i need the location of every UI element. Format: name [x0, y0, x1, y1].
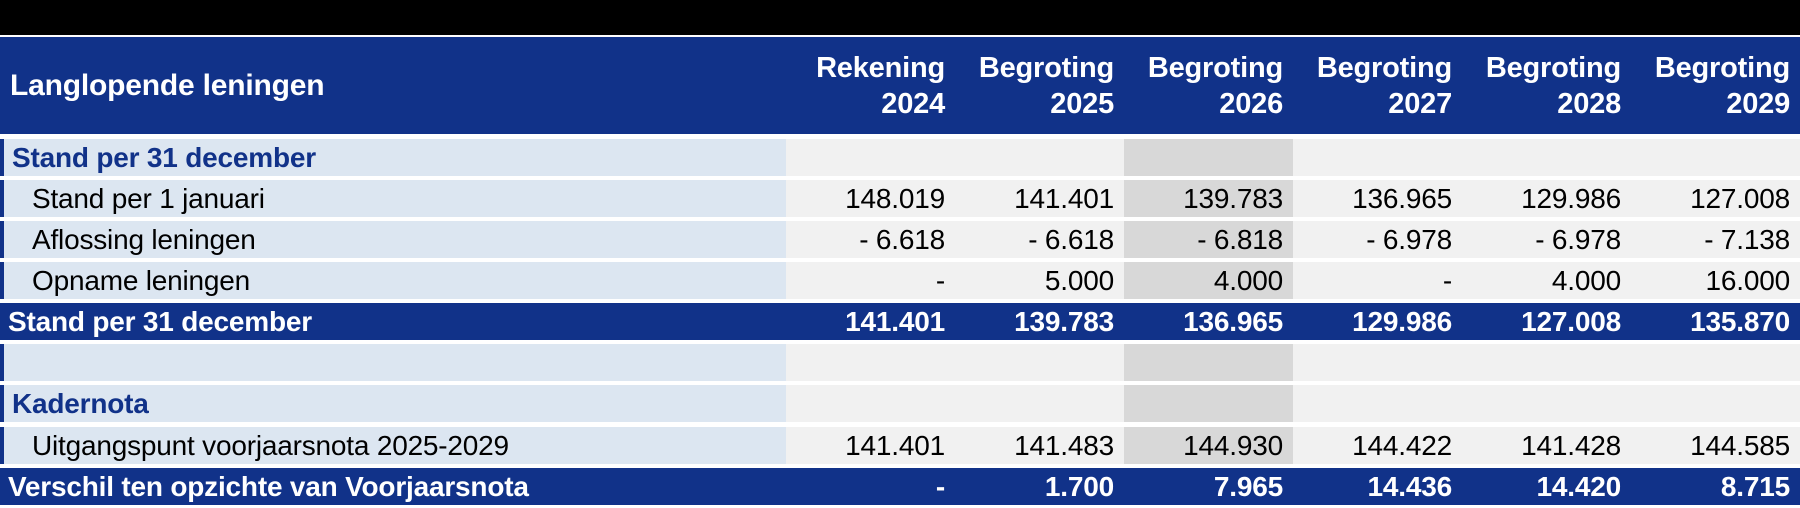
- column-header-year: 2028: [1557, 87, 1621, 120]
- table-row-stand-per-31-december: Stand per 31 december: [0, 139, 1800, 176]
- column-header-2024: Rekening 2024: [786, 37, 955, 134]
- table-row-kadernota: Kadernota: [0, 385, 1800, 422]
- column-header-type: Begroting: [1316, 51, 1452, 84]
- value-cell: [1631, 344, 1800, 381]
- column-header-2025: Begroting 2025: [955, 37, 1124, 134]
- value-cell: 4.000: [1124, 262, 1293, 299]
- value-cell: [1462, 385, 1631, 422]
- column-header-type: Begroting: [1147, 51, 1283, 84]
- value-cell: 14.436: [1367, 470, 1453, 502]
- value-cell: [1293, 139, 1462, 176]
- value-cell: 14.420: [1536, 470, 1622, 502]
- table-title: Langlopende leningen: [10, 68, 325, 102]
- value-cell: [1124, 385, 1293, 422]
- value-cell: [1462, 139, 1631, 176]
- value-cell: 139.783: [1014, 305, 1114, 337]
- row-label: Opname leningen: [0, 262, 786, 299]
- value-cell: - 6.618: [786, 221, 955, 258]
- value-cell: 127.008: [1631, 180, 1800, 217]
- value-cell: - 6.618: [955, 221, 1124, 258]
- table-row-uitgangspunt-voorjaarsnota-2025-2029: Uitgangspunt voorjaarsnota 2025-2029 141.…: [0, 427, 1800, 464]
- column-header-type: Begroting: [1485, 51, 1621, 84]
- column-header-type: Begroting: [1654, 51, 1790, 84]
- value-cell: 141.401: [786, 427, 955, 464]
- value-cell: 144.422: [1293, 427, 1462, 464]
- value-cell: [1124, 344, 1293, 381]
- row-label: Verschil ten opzichte van Voorjaarsnota: [8, 470, 529, 502]
- value-cell: 144.930: [1124, 427, 1293, 464]
- value-cell: - 6.978: [1293, 221, 1462, 258]
- value-cell: 1.700: [1044, 470, 1114, 502]
- value-cell: - 7.138: [1631, 221, 1800, 258]
- row-label: Stand per 31 december: [8, 305, 312, 337]
- row-label: Stand per 1 januari: [0, 180, 786, 217]
- value-cell: [1462, 344, 1631, 381]
- value-cell: 136.965: [1293, 180, 1462, 217]
- value-cell: [955, 139, 1124, 176]
- column-header-type: Begroting: [978, 51, 1114, 84]
- row-label: Stand per 31 december: [0, 139, 786, 176]
- value-cell: [1631, 139, 1800, 176]
- value-cell: 141.401: [845, 305, 945, 337]
- value-cell: 135.870: [1690, 305, 1790, 337]
- value-cell: 127.008: [1521, 305, 1621, 337]
- value-cell: 129.986: [1462, 180, 1631, 217]
- value-cell: [1124, 139, 1293, 176]
- value-cell: [955, 344, 1124, 381]
- value-cell: -: [786, 262, 955, 299]
- value-cell: [786, 344, 955, 381]
- column-header-2029: Begroting 2029: [1631, 37, 1800, 134]
- value-cell: 139.783: [1124, 180, 1293, 217]
- row-label: Kadernota: [0, 385, 786, 422]
- table-row-verschil-ten-opzichte-van-voorjaarsnota: Verschil ten opzichte van Voorjaarsnota -…: [0, 468, 1800, 505]
- value-cell: 129.986: [1352, 305, 1452, 337]
- row-label: Uitgangspunt voorjaarsnota 2025-2029: [0, 427, 786, 464]
- window-top-bar: [0, 0, 1800, 35]
- value-cell: [1293, 385, 1462, 422]
- value-cell: [1631, 385, 1800, 422]
- table-row-aflossing-leningen: Aflossing leningen - 6.618- 6.618- 6.818-…: [0, 221, 1800, 258]
- row-label: Aflossing leningen: [0, 221, 786, 258]
- value-cell: [1293, 344, 1462, 381]
- table-body: Stand per 31 december Stand per 1 januari…: [0, 139, 1800, 505]
- value-cell: [955, 385, 1124, 422]
- value-cell: 16.000: [1631, 262, 1800, 299]
- value-cell: [786, 385, 955, 422]
- table-row-opname-leningen: Opname leningen -5.000 4.000-4.000 16.000: [0, 262, 1800, 299]
- long-term-loans-table: Langlopende leningen Rekening 2024 Begroti…: [0, 37, 1800, 505]
- value-cell: 7.965: [1213, 470, 1283, 502]
- value-cell: -: [1293, 262, 1462, 299]
- value-cell: 8.715: [1720, 470, 1790, 502]
- value-cell: -: [935, 470, 945, 502]
- table-row-empty: [0, 344, 1800, 381]
- value-cell: 141.483: [955, 427, 1124, 464]
- row-label: [0, 344, 786, 381]
- column-header-year: 2027: [1388, 87, 1452, 120]
- value-cell: 141.401: [955, 180, 1124, 217]
- column-header-2027: Begroting 2027: [1293, 37, 1462, 134]
- value-cell: 144.585: [1631, 427, 1800, 464]
- value-cell: 5.000: [955, 262, 1124, 299]
- table-row-stand-per-31-december: Stand per 31 december 141.401 139.783 136.9…: [0, 303, 1800, 340]
- column-header-2026: Begroting 2026: [1124, 37, 1293, 134]
- value-cell: - 6.978: [1462, 221, 1631, 258]
- value-cell: 4.000: [1462, 262, 1631, 299]
- value-cell: 136.965: [1183, 305, 1283, 337]
- column-header-year: 2026: [1219, 87, 1283, 120]
- value-cell: - 6.818: [1124, 221, 1293, 258]
- value-cell: 141.428: [1462, 427, 1631, 464]
- table-header-row: Langlopende leningen Rekening 2024 Begroti…: [0, 37, 1800, 134]
- column-header-year: 2024: [881, 87, 945, 120]
- value-cell: 148.019: [786, 180, 955, 217]
- column-header-2028: Begroting 2028: [1462, 37, 1631, 134]
- value-cell: [786, 139, 955, 176]
- column-header-year: 2025: [1050, 87, 1114, 120]
- column-header-year: 2029: [1726, 87, 1790, 120]
- column-header-type: Rekening: [816, 51, 945, 84]
- table-row-stand-per-1-januari: Stand per 1 januari 148.019 141.401 139.783…: [0, 180, 1800, 217]
